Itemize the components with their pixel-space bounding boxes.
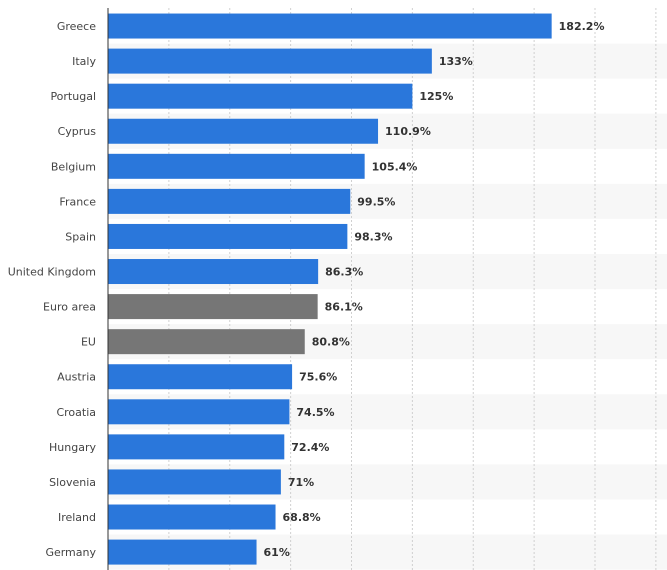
category-label: Spain [65, 230, 96, 243]
data-label: 68.8% [283, 511, 321, 524]
bar-france [108, 188, 351, 214]
data-label: 99.5% [357, 195, 395, 208]
data-label: 61% [264, 546, 290, 559]
data-label: 75.6% [299, 371, 337, 384]
data-label: 98.3% [354, 230, 392, 243]
data-label: 80.8% [312, 336, 350, 349]
bar-euro-area [108, 294, 318, 320]
bar-slovenia [108, 469, 281, 495]
category-label: Portugal [50, 90, 96, 103]
data-label: 125% [419, 90, 453, 103]
data-label: 74.5% [296, 406, 334, 419]
bar-greece [108, 13, 552, 39]
data-label: 105.4% [372, 160, 418, 173]
category-label: Austria [57, 371, 96, 384]
bar-croatia [108, 399, 290, 425]
data-label: 86.3% [325, 266, 363, 279]
data-label: 110.9% [385, 125, 431, 138]
category-label: Greece [57, 20, 96, 33]
category-label: United Kingdom [8, 266, 96, 279]
category-label: Euro area [43, 301, 96, 314]
category-label: Hungary [49, 441, 96, 454]
bar-germany [108, 539, 257, 565]
data-label: 133% [439, 55, 473, 68]
data-label: 86.1% [325, 301, 363, 314]
data-label: 71% [288, 476, 314, 489]
category-label: Belgium [51, 160, 96, 173]
category-label: EU [81, 336, 96, 349]
bar-austria [108, 364, 293, 390]
category-label: Ireland [58, 511, 96, 524]
bar-hungary [108, 434, 285, 460]
category-label: Croatia [56, 406, 96, 419]
category-label: Italy [72, 55, 96, 68]
bar-spain [108, 223, 348, 249]
bar-cyprus [108, 118, 379, 144]
data-label: 182.2% [559, 20, 605, 33]
bar-united-kingdom [108, 259, 319, 285]
bar-ireland [108, 504, 276, 530]
bar-belgium [108, 153, 365, 179]
category-label: Germany [45, 546, 96, 559]
bar-portugal [108, 83, 413, 109]
category-label: France [59, 195, 96, 208]
category-label: Slovenia [49, 476, 96, 489]
data-label: 72.4% [291, 441, 329, 454]
bar-italy [108, 48, 432, 74]
bar-eu [108, 329, 305, 355]
category-label: Cyprus [58, 125, 97, 138]
